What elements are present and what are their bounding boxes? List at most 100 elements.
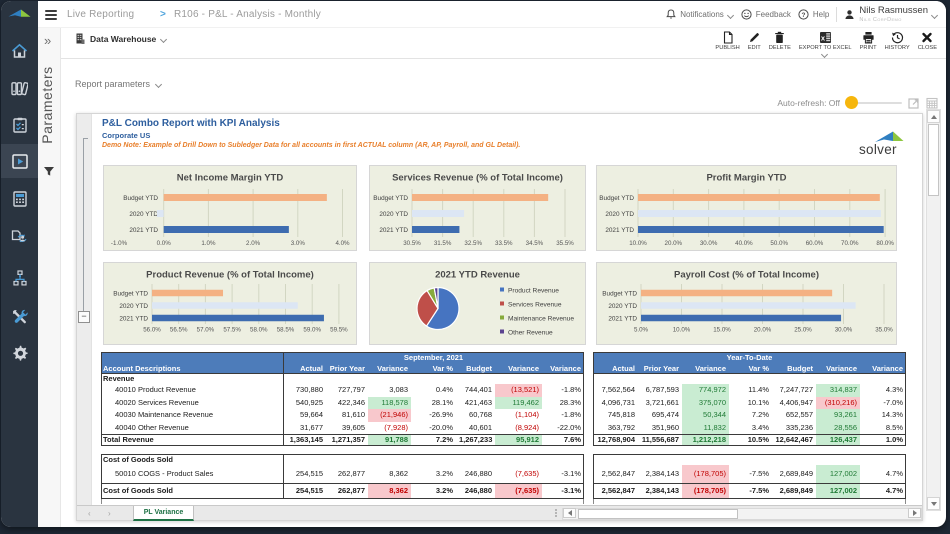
- top-header: Live Reporting > R106 - P&L - Analysis -…: [38, 1, 946, 28]
- table-cell-value: 2,689,849: [779, 469, 813, 478]
- table-cell-value[interactable]: 730,880: [295, 385, 323, 394]
- help-button[interactable]: ? Help: [798, 9, 829, 20]
- vscroll-up-button[interactable]: [927, 110, 940, 123]
- table-cell-value: 91,788: [368, 434, 411, 446]
- sidebar-item-tasks[interactable]: [1, 108, 38, 142]
- row-label[interactable]: 40030 Maintenance Revenue: [115, 410, 213, 419]
- outline-group-line: [83, 138, 88, 312]
- table-cell-value[interactable]: 59,664: [300, 410, 323, 419]
- sidebar-item-settings[interactable]: [1, 336, 38, 370]
- table-cell-value[interactable]: 254,515: [295, 469, 323, 478]
- outline-collapse-button[interactable]: −: [78, 311, 90, 323]
- category-label: 2020 YTD: [379, 211, 408, 218]
- sidebar-item-home[interactable]: [1, 34, 38, 68]
- table-cell-value: (178,705): [682, 465, 729, 483]
- svg-text:?: ?: [801, 12, 805, 19]
- hamburger-menu-icon[interactable]: [45, 10, 57, 20]
- table-cell-value: 8.5%: [885, 422, 903, 432]
- table-cell-value: 695,474: [651, 410, 679, 419]
- sheet-tab-active[interactable]: PL Variance: [133, 506, 194, 521]
- bar-2020-ytd: [638, 210, 881, 217]
- table-border: [101, 373, 584, 374]
- row-label[interactable]: 40020 Services Revenue: [115, 397, 199, 407]
- help-label: Help: [812, 10, 830, 19]
- sheet-tab-bar: ‹ › PL Variance: [77, 505, 922, 521]
- row-label[interactable]: 40010 Product Revenue: [115, 385, 196, 394]
- delete-button[interactable]: DELETE: [769, 31, 791, 51]
- table-cell-value[interactable]: 363,792: [607, 422, 635, 432]
- table-cell-value[interactable]: 4,096,731: [601, 397, 635, 407]
- row-label[interactable]: 50010 COGS - Product Sales: [115, 469, 214, 478]
- pie-slice-product-revenue: [425, 286, 460, 331]
- bar-budget-ytd: [152, 289, 224, 297]
- sidebar-item-archive[interactable]: [1, 71, 38, 105]
- table-cell-value[interactable]: 7,562,564: [601, 385, 635, 394]
- export-to-excel-button[interactable]: x EXPORT TO EXCEL: [799, 31, 852, 57]
- table-border: [905, 352, 906, 446]
- table-cell-value: 127,002: [816, 465, 860, 483]
- vscroll-thumb[interactable]: [928, 124, 939, 196]
- tools-icon: [12, 309, 28, 324]
- column-header: Variance: [495, 363, 542, 374]
- sidebar-item-tools[interactable]: [1, 300, 38, 334]
- vscroll-down-button[interactable]: [927, 497, 940, 510]
- table-cell-value[interactable]: 540,925: [295, 397, 323, 407]
- column-header: Variance: [816, 363, 860, 374]
- chart-2021-ytd-revenue: 2021 YTD Revenue Product Revenue Services …: [369, 262, 586, 345]
- row-label[interactable]: 40040 Other Revenue: [115, 422, 189, 432]
- hscroll-right-button[interactable]: [908, 508, 921, 518]
- table-cell-value: 11,556,687: [641, 435, 679, 444]
- x-tick-label: 10.0%: [629, 240, 647, 247]
- sheet-nav-prev-icon[interactable]: ‹: [88, 509, 91, 518]
- vertical-scrollbar[interactable]: [926, 109, 941, 511]
- table-cell-value: 40,601: [469, 422, 492, 432]
- publish-button[interactable]: PUBLISH: [715, 31, 740, 51]
- category-label: 2021 YTD: [129, 227, 158, 234]
- history-button[interactable]: HISTORY: [885, 31, 910, 51]
- x-tick-label: 10.0%: [673, 327, 691, 334]
- close-button[interactable]: CLOSE: [918, 31, 937, 51]
- parameters-rail-label[interactable]: Parameters: [39, 66, 55, 144]
- table-cell-value: 3.4%: [751, 422, 769, 432]
- bar-2021-ytd: [152, 314, 324, 322]
- table-cell-value[interactable]: 2,562,847: [601, 469, 635, 478]
- popout-icon[interactable]: [908, 97, 920, 109]
- horizontal-scrollbar[interactable]: [562, 508, 922, 520]
- report-parameters-toggle[interactable]: Report parameters: [75, 79, 162, 89]
- table-border: [101, 498, 584, 499]
- pie-slice-services-revenue: [416, 289, 439, 327]
- table-border: [905, 454, 906, 499]
- user-menu[interactable]: Nils Rasmussen Nils CorpDemo: [844, 6, 938, 23]
- table-border: [593, 454, 594, 499]
- hscroll-thumb[interactable]: [578, 509, 738, 519]
- table-border: [101, 352, 102, 446]
- export-to-excel-label: EXPORT TO EXCEL: [798, 45, 852, 51]
- table-cell-value[interactable]: 745,818: [607, 410, 635, 419]
- report-parameters-chevron-icon: [156, 81, 162, 87]
- hscroll-left-button[interactable]: [563, 508, 576, 518]
- sidebar-item-reports[interactable]: [1, 144, 38, 178]
- x-tick-label: 58.5%: [277, 327, 295, 334]
- auto-refresh-knob[interactable]: [845, 96, 858, 109]
- integrations-icon: [12, 270, 27, 286]
- filter-icon[interactable]: [43, 166, 55, 177]
- sidebar-item-integrations[interactable]: [1, 261, 38, 295]
- breadcrumb-root[interactable]: Live Reporting: [67, 9, 135, 20]
- sheet-nav-next-icon[interactable]: ›: [108, 509, 111, 518]
- x-tick-label: 3.0%: [291, 240, 306, 247]
- table-cell-value[interactable]: 31,677: [300, 422, 323, 432]
- sidebar-item-budgeting[interactable]: [1, 182, 38, 216]
- grid-view-icon[interactable]: [926, 97, 938, 109]
- report-toolbar: Data Warehouse PUBLISH EDIT: [61, 28, 946, 59]
- notifications-button[interactable]: Notifications: [666, 9, 734, 20]
- pane-splitter-handle[interactable]: [555, 509, 558, 519]
- feedback-button[interactable]: Feedback: [741, 9, 791, 20]
- sidebar-item-publisher[interactable]: [1, 220, 38, 254]
- print-button[interactable]: PRINT: [860, 31, 877, 51]
- rail-expand-icon[interactable]: »: [44, 33, 52, 48]
- edit-button[interactable]: EDIT: [748, 31, 761, 51]
- auto-refresh-toggle[interactable]: [845, 96, 902, 109]
- data-source-dropdown[interactable]: Data Warehouse: [76, 33, 167, 44]
- close-label: CLOSE: [917, 45, 937, 51]
- table-cell-value: 2,562,847: [601, 486, 635, 495]
